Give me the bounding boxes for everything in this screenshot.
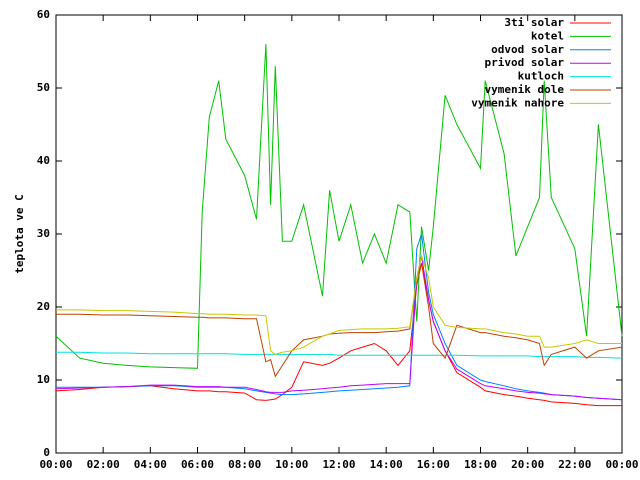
series-line bbox=[56, 263, 623, 378]
y-tick-label: 10 bbox=[37, 373, 50, 386]
legend-label: vymenik dole bbox=[485, 83, 565, 96]
x-tick-label: 08:00 bbox=[228, 458, 261, 471]
series-line bbox=[56, 233, 623, 401]
x-tick-label: 16:00 bbox=[417, 458, 450, 471]
y-tick-label: 30 bbox=[37, 227, 50, 240]
x-tick-label: 06:00 bbox=[181, 458, 214, 471]
x-tick-label: 00:00 bbox=[39, 458, 72, 471]
y-tick-label: 60 bbox=[37, 8, 50, 21]
y-tick-label: 20 bbox=[37, 300, 50, 313]
legend-label: kotel bbox=[531, 29, 564, 42]
series-line bbox=[55, 263, 622, 407]
legend-label: 3ti solar bbox=[504, 16, 564, 29]
x-tick-label: 20:00 bbox=[511, 458, 544, 471]
series-line bbox=[55, 44, 623, 369]
x-tick-label: 12:00 bbox=[322, 458, 355, 471]
legend-label: vymenik nahore bbox=[471, 96, 564, 109]
x-tick-label: 22:00 bbox=[558, 458, 591, 471]
x-tick-label: 14:00 bbox=[370, 458, 403, 471]
x-tick-label: 00:00 bbox=[605, 458, 638, 471]
x-tick-label: 02:00 bbox=[87, 458, 120, 471]
x-tick-label: 04:00 bbox=[134, 458, 167, 471]
y-tick-label: 50 bbox=[37, 81, 50, 94]
legend-label: privod solar bbox=[485, 56, 565, 69]
series-line bbox=[56, 253, 622, 355]
legend-label: odvod solar bbox=[491, 43, 564, 56]
y-tick-label: 0 bbox=[43, 446, 50, 459]
y-tick-label: 40 bbox=[37, 154, 50, 167]
legend-label: kutloch bbox=[518, 70, 564, 83]
y-axis-label: teplota ve C bbox=[13, 194, 26, 273]
x-tick-label: 10:00 bbox=[275, 458, 308, 471]
series-line bbox=[56, 351, 623, 359]
series-line bbox=[55, 255, 623, 401]
x-tick-label: 18:00 bbox=[464, 458, 497, 471]
